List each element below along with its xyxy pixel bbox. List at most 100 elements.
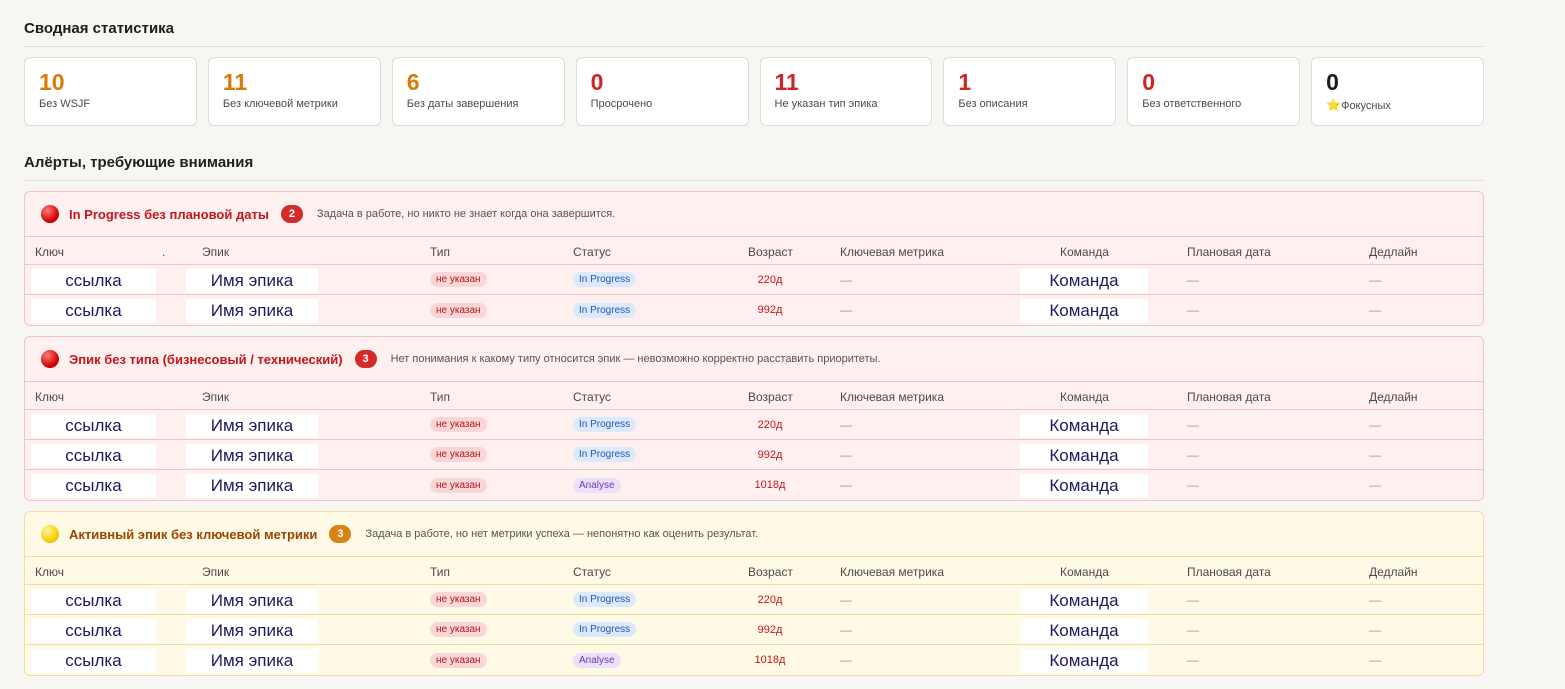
age-cell: 992д: [757, 304, 783, 316]
column-header-metric[interactable]: Ключевая метрика: [840, 565, 944, 579]
status-badge: Analyse: [573, 652, 621, 668]
table-header: Ключ Эпик Тип Статус Возраст Ключевая метрика…: [25, 557, 1483, 585]
epic-name[interactable]: Имя эпика: [186, 588, 318, 613]
key-cell: ссылка: [31, 295, 156, 325]
column-header-team[interactable]: Команда: [1060, 390, 1109, 404]
column-header-epic[interactable]: Эпик: [202, 245, 230, 259]
type-badge: не указан: [430, 592, 487, 607]
column-header-status[interactable]: Статус: [573, 565, 611, 579]
key-cell: ссылка: [31, 410, 156, 439]
metric-cell: —: [840, 653, 852, 667]
column-header-metric[interactable]: Ключевая метрика: [840, 390, 944, 404]
column-header-team[interactable]: Команда: [1060, 245, 1109, 259]
deadline-cell: —: [1369, 592, 1381, 607]
alert-count-badge: 2: [280, 205, 303, 223]
table-header: Ключ Эпик Тип Статус Возраст Ключевая метрика…: [25, 382, 1483, 410]
column-header-key[interactable]: Ключ: [35, 245, 64, 259]
column-header-status[interactable]: Статус: [573, 245, 611, 259]
epic-key-link[interactable]: ссылка: [31, 618, 156, 643]
column-header-key[interactable]: Ключ: [35, 390, 64, 404]
epic-key-link[interactable]: ссылка: [31, 588, 156, 613]
epic-name[interactable]: Имя эпика: [186, 474, 318, 498]
column-header-age[interactable]: Возраст: [748, 390, 793, 404]
age-cell: 220д: [757, 593, 783, 606]
column-header-dot: .: [162, 245, 166, 259]
type-cell: не указан: [430, 470, 487, 500]
table-row: ссылка Имя эпика не указан Analyse 1018д — Ком…: [25, 470, 1483, 500]
column-header-deadline[interactable]: Дедлайн: [1369, 565, 1418, 579]
column-header-type[interactable]: Тип: [430, 390, 451, 404]
summary-title: Сводная статистика: [24, 0, 1484, 47]
star-icon: ⭐: [1326, 98, 1342, 112]
deadline-cell: —: [1369, 303, 1381, 317]
column-header-type[interactable]: Тип: [430, 565, 451, 579]
column-header-key[interactable]: Ключ: [35, 565, 64, 579]
metric-cell: —: [840, 478, 852, 492]
alert-count-badge: 3: [354, 350, 377, 368]
column-header-deadline[interactable]: Дедлайн: [1369, 245, 1418, 259]
epic-key-link[interactable]: ссылка: [31, 649, 156, 673]
status-cell: In Progress: [573, 410, 637, 439]
epic-name[interactable]: Имя эпика: [186, 413, 318, 438]
epic-key-link[interactable]: ссылка: [31, 413, 156, 438]
column-header-epic[interactable]: Эпик: [202, 565, 230, 579]
column-header-plan-date[interactable]: Плановая дата: [1187, 390, 1271, 404]
team-name[interactable]: Команда: [1020, 588, 1148, 613]
table-row: ссылка Имя эпика не указан In Progress 220д —…: [25, 410, 1483, 440]
stat-card: 6 Без даты завершения: [391, 57, 565, 126]
column-header-metric[interactable]: Ключевая метрика: [840, 245, 944, 259]
status-cell: In Progress: [573, 295, 637, 325]
stat-card: 11 Не указан тип эпика: [759, 57, 933, 126]
stat-label: Не указан тип эпика: [775, 98, 932, 110]
age-cell: 992д: [757, 623, 783, 636]
alerts-title: Алёрты, требующие внимания: [24, 141, 1484, 181]
team-name[interactable]: Команда: [1020, 268, 1148, 293]
epic-cell: Имя эпика: [186, 265, 318, 294]
key-cell: ссылка: [31, 470, 156, 500]
key-cell: ссылка: [31, 440, 156, 469]
type-badge: не указан: [430, 652, 487, 668]
team-name[interactable]: Команда: [1020, 299, 1148, 323]
column-header-status[interactable]: Статус: [573, 390, 611, 404]
epic-cell: Имя эпика: [186, 615, 318, 644]
type-badge: не указан: [430, 302, 487, 318]
epic-name[interactable]: Имя эпика: [186, 649, 318, 673]
column-header-plan-date[interactable]: Плановая дата: [1187, 245, 1271, 259]
team-name[interactable]: Команда: [1020, 413, 1148, 438]
status-cell: Analyse: [573, 470, 621, 500]
team-name[interactable]: Команда: [1020, 649, 1148, 673]
column-header-age[interactable]: Возраст: [748, 565, 793, 579]
column-header-epic[interactable]: Эпик: [202, 390, 230, 404]
key-cell: ссылка: [31, 585, 156, 614]
epic-key-link[interactable]: ссылка: [31, 474, 156, 498]
epic-key-link[interactable]: ссылка: [31, 268, 156, 293]
stat-label: Просрочено: [591, 98, 748, 110]
epic-name[interactable]: Имя эпика: [186, 618, 318, 643]
dashboard: Сводная статистика 10 Без WSJF 11 Без ключе…: [24, 0, 1484, 676]
column-header-team[interactable]: Команда: [1060, 565, 1109, 579]
column-header-type[interactable]: Тип: [430, 245, 451, 259]
key-cell: ссылка: [31, 645, 156, 675]
epic-key-link[interactable]: ссылка: [31, 443, 156, 468]
epic-key-link[interactable]: ссылка: [31, 299, 156, 323]
team-name[interactable]: Команда: [1020, 618, 1148, 643]
epic-name[interactable]: Имя эпика: [186, 299, 318, 323]
stat-label-text: Фокусных: [1341, 100, 1391, 112]
stat-label-text: Не указан тип эпика: [774, 98, 878, 110]
epic-cell: Имя эпика: [186, 410, 318, 439]
column-header-age[interactable]: Возраст: [748, 245, 793, 259]
team-name[interactable]: Команда: [1020, 474, 1148, 498]
stat-label: ⭐Фокусных: [1326, 98, 1483, 112]
plan-date-cell: —: [1187, 272, 1199, 287]
stat-label: Без ключевой метрики: [223, 98, 380, 110]
column-header-deadline[interactable]: Дедлайн: [1369, 390, 1418, 404]
column-header-plan-date[interactable]: Плановая дата: [1187, 565, 1271, 579]
team-name[interactable]: Команда: [1020, 443, 1148, 468]
alert-title: In Progress без плановой даты: [69, 206, 269, 222]
status-cell: In Progress: [573, 265, 637, 294]
epic-name[interactable]: Имя эпика: [186, 443, 318, 468]
stat-card: 11 Без ключевой метрики: [207, 57, 381, 126]
alerts-list: In Progress без плановой даты 2 Задача в р…: [24, 191, 1484, 676]
metric-cell: —: [840, 272, 852, 287]
epic-name[interactable]: Имя эпика: [186, 268, 318, 293]
